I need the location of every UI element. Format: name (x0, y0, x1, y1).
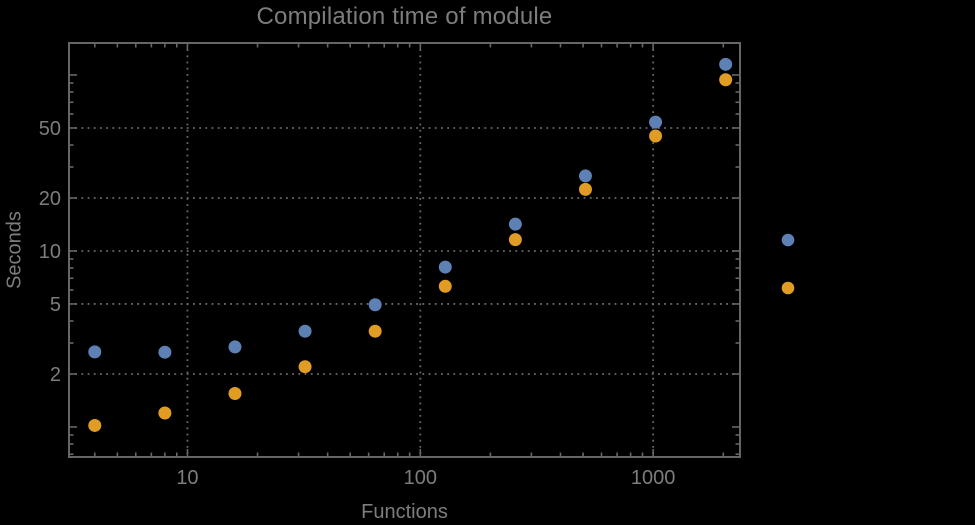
data-point-series-2 (578, 182, 592, 196)
data-point-series-1 (158, 345, 172, 359)
data-point-series-2 (438, 279, 452, 293)
data-point-series-2 (649, 129, 663, 143)
data-point-series-2 (88, 418, 102, 432)
legend-marker-2 (781, 281, 795, 295)
y-axis-label: Seconds (3, 211, 26, 289)
x-axis-label: Functions (361, 501, 448, 523)
data-point-series-2 (158, 406, 172, 420)
data-point-series-1 (368, 298, 382, 312)
y-tick-label: 10 (39, 241, 61, 263)
data-point-series-2 (368, 324, 382, 338)
data-point-series-1 (298, 324, 312, 338)
x-tick-label: 1000 (631, 467, 676, 489)
y-tick-label: 2 (50, 364, 61, 386)
data-point-series-2 (298, 360, 312, 374)
plot-frame (68, 42, 741, 458)
data-point-series-2 (508, 233, 522, 247)
y-tick-label: 20 (39, 188, 61, 210)
data-point-series-1 (649, 115, 663, 129)
x-tick-label: 10 (176, 467, 198, 489)
data-point-series-1 (578, 169, 592, 183)
data-point-series-1 (228, 340, 242, 354)
y-tick-label: 50 (39, 118, 61, 140)
y-tick-label: 5 (50, 294, 61, 316)
x-tick-label: 100 (404, 467, 437, 489)
chart-title: Compilation time of module (256, 3, 553, 30)
data-point-series-1 (88, 345, 102, 359)
data-point-series-2 (228, 386, 242, 400)
data-point-series-1 (438, 260, 452, 274)
data-point-series-2 (719, 73, 733, 87)
legend-marker-1 (781, 233, 795, 247)
data-point-series-1 (719, 57, 733, 71)
data-point-series-1 (508, 217, 522, 231)
